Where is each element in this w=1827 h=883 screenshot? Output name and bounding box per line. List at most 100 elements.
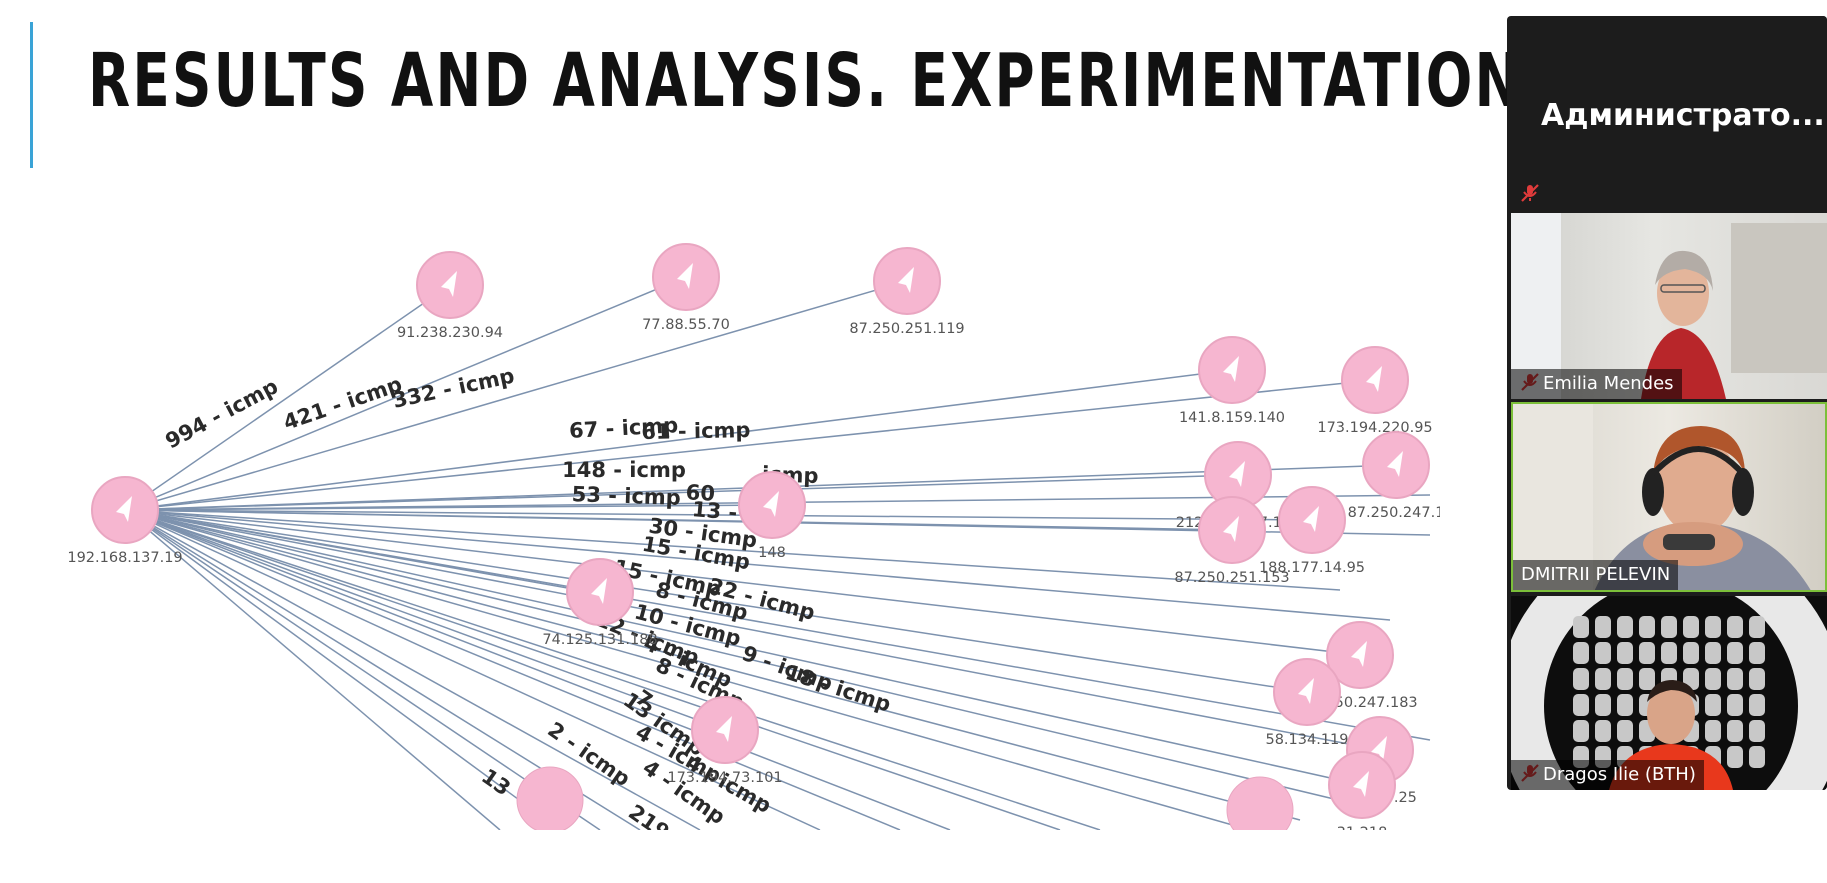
- graph-edge-extra-17: [124, 509, 901, 830]
- node-ip-label: 87.250.247.1: [1348, 505, 1440, 521]
- participant-name-dmitrii: DMITRII PELEVIN: [1513, 560, 1679, 590]
- graph-edge-extra-6: [124, 509, 821, 830]
- graph-node[interactable]: 87.250.247.1: [1348, 431, 1440, 521]
- logo-grid-cell: [1573, 642, 1589, 664]
- logo-grid-cell: [1617, 642, 1633, 664]
- host-icon: [1303, 506, 1319, 532]
- node-ip-label: 77.88.55.70: [642, 317, 730, 333]
- graph-edge-extra-13: [124, 509, 1391, 621]
- participant-tile-admin[interactable]: Администрато...: [1511, 16, 1827, 210]
- graph-node[interactable]: 74.125.131.188: [542, 558, 658, 648]
- node-ip-label: 91.238.230.94: [397, 325, 503, 341]
- graph-edge-12: [124, 509, 1381, 751]
- graph-edge-extra-4: [124, 509, 1101, 830]
- graph-edge-extra-7: [124, 509, 701, 830]
- muted-mic-icon: [1521, 184, 1539, 202]
- graph-node[interactable]: 87.250.251.153: [1174, 496, 1290, 586]
- graph-node[interactable]: 87.250.251.119: [849, 247, 965, 337]
- source-node[interactable]: 192.168.137.19: [67, 476, 183, 566]
- participant-tile-emilia[interactable]: Emilia Mendes: [1511, 213, 1827, 399]
- graph-node[interactable]: 173.194.73.101: [667, 696, 783, 786]
- logo-grid-cell: [1595, 668, 1611, 690]
- host-icon: [1351, 641, 1367, 667]
- logo-grid-cell: [1727, 668, 1743, 690]
- logo-grid-cell: [1749, 642, 1765, 664]
- logo-grid-cell: [1705, 668, 1721, 690]
- logo-grid-cell: [1573, 616, 1589, 638]
- host-icon: [1366, 366, 1382, 392]
- host-icon: [763, 491, 779, 517]
- logo-grid-cell: [1639, 668, 1655, 690]
- logo-grid-cell: [1727, 642, 1743, 664]
- graph-edge-3: [124, 369, 1233, 511]
- node-ip-label: 58.134.119: [1265, 732, 1348, 748]
- graph-edge-extra-3: [124, 509, 1301, 821]
- logo-grid-cell: [1617, 616, 1633, 638]
- graph-edge-13: [124, 509, 1363, 786]
- graph-node[interactable]: 141.8.159.140: [1179, 336, 1285, 426]
- video-participants-panel: Администрато... Emilia Mendes: [1507, 16, 1827, 790]
- logo-grid-cell: [1617, 668, 1633, 690]
- graph-node-partial[interactable]: [1226, 776, 1294, 830]
- logo-grid-cell: [1705, 694, 1721, 716]
- participant-tile-dmitrii[interactable]: DMITRII PELEVIN: [1511, 402, 1827, 592]
- host-icon: [1298, 678, 1314, 704]
- graph-node[interactable]: 173.194.220.95: [1317, 346, 1433, 436]
- graph-edge-extra-5: [124, 509, 951, 830]
- node-ip-label: 173.194.73.101: [667, 770, 782, 786]
- logo-grid-cell: [1749, 746, 1765, 768]
- logo-grid-cell: [1595, 694, 1611, 716]
- node-ip-label: 188.177.14.95: [1259, 560, 1365, 576]
- video-feed-dmitrii: [1513, 404, 1811, 590]
- host-icon: [441, 271, 457, 297]
- logo-grid-cell: [1617, 720, 1633, 742]
- graph-node[interactable]: 148: [738, 471, 806, 561]
- graph-node[interactable]: 31.218: [1328, 751, 1396, 830]
- graph-node[interactable]: 188.177.14.95: [1259, 486, 1365, 576]
- graph-edge-extra-15: [124, 509, 1381, 811]
- logo-grid-cell: [1573, 720, 1589, 742]
- title-accent-bar: [30, 22, 33, 168]
- graph-edge-extra-12: [124, 509, 1341, 591]
- node-ip-label: 173.194.220.95: [1317, 420, 1432, 436]
- logo-grid-cell: [1617, 694, 1633, 716]
- graph-edge-2: [124, 280, 908, 511]
- graph-edge-extra-14: [124, 509, 1251, 830]
- graph-edge-10: [124, 509, 1361, 656]
- logo-grid-cell: [1683, 642, 1699, 664]
- graph-node-partial[interactable]: [516, 766, 584, 830]
- logo-grid-cell: [1595, 616, 1611, 638]
- graph-nodes: 192.168.137.19 91.238.230.94 77.88.55.70 87…: [67, 243, 1440, 830]
- logo-grid-cell: [1727, 720, 1743, 742]
- host-icon: [591, 578, 607, 604]
- logo-grid-cell: [1661, 642, 1677, 664]
- graph-node[interactable]: 58.134.119: [1265, 658, 1349, 748]
- graph-edge-extra-8: [124, 509, 601, 830]
- logo-grid-cell: [1683, 616, 1699, 638]
- graph-node[interactable]: 91.238.230.94: [397, 251, 503, 341]
- participant-tile-dragos[interactable]: Dragos Ilie (BTH): [1511, 596, 1827, 790]
- graph-edge-15: [124, 509, 726, 731]
- edge-label: 13 -: [691, 497, 738, 525]
- logo-grid-cell: [1661, 616, 1677, 638]
- host-icon: [116, 496, 132, 522]
- host-icon: [677, 263, 693, 289]
- logo-grid-cell: [1639, 642, 1655, 664]
- host-icon: [1223, 356, 1239, 382]
- presentation-slide: RESULTS AND ANALYSIS. EXPERIMENTATIONS 9…: [30, 22, 1562, 830]
- graph-edge-extra-16: [124, 509, 1061, 830]
- node-ip-label: 141.8.159.140: [1179, 410, 1285, 426]
- node-ip-label: 74.125.131.188: [542, 632, 657, 648]
- graph-edge-0: [124, 284, 451, 511]
- edge-label: 332 - icmp: [391, 364, 517, 413]
- logo-grid-cell: [1749, 720, 1765, 742]
- graph-node[interactable]: 77.88.55.70: [642, 243, 730, 333]
- graph-edge-extra-10: [124, 509, 561, 830]
- graph-edge-1: [124, 276, 687, 511]
- graph-edge-extra-9: [124, 509, 501, 830]
- logo-grid-cell: [1749, 694, 1765, 716]
- node-ip-label: 31.218: [1337, 825, 1388, 830]
- logo-grid-cell: [1705, 642, 1721, 664]
- graph-edge-8: [124, 509, 1313, 521]
- node-ip-label: 87.250.251.119: [849, 321, 964, 337]
